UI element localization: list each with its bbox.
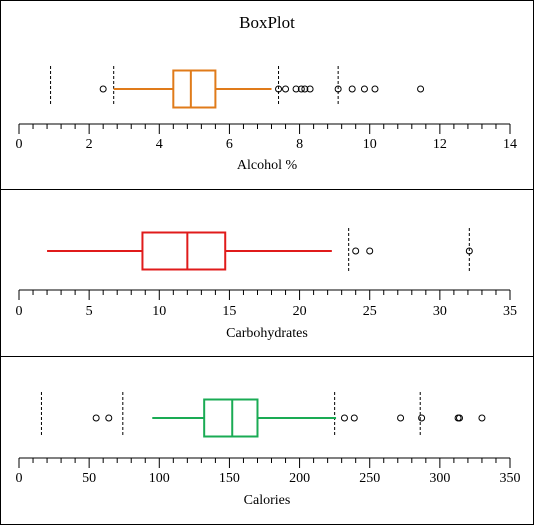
x-tick-label: 25 (363, 304, 377, 319)
x-tick-label: 0 (16, 471, 23, 486)
outlier-point (348, 85, 356, 93)
x-tick-label: 8 (296, 137, 303, 152)
outlier-point (105, 414, 113, 422)
outlier-point (275, 85, 283, 93)
x-tick-label: 20 (293, 304, 307, 319)
x-tick-label: 14 (503, 137, 517, 152)
x-tick-label: 12 (433, 137, 447, 152)
outlier-point (282, 85, 290, 93)
x-tick-label: 50 (82, 471, 96, 486)
outlier-point (397, 414, 405, 422)
x-axis-label: Alcohol % (237, 158, 298, 173)
outlier-point (418, 414, 426, 422)
outlier-point (417, 85, 425, 93)
outlier-point (465, 247, 473, 255)
outlier-point (99, 85, 107, 93)
panel-calories: 0 50 100 150 200 250 300 350 Calories (16, 392, 521, 508)
panel-carbohydrates: 0 5 10 15 20 25 30 35 Carbohydrates (16, 228, 517, 341)
x-tick-label: 200 (289, 471, 310, 486)
x-tick-label: 100 (149, 471, 170, 486)
outlier-point (360, 85, 368, 93)
x-tick-label: 15 (222, 304, 236, 319)
outlier-point (92, 414, 100, 422)
outlier-point (352, 247, 360, 255)
x-tick-label: 0 (16, 304, 23, 319)
x-tick-label: 150 (219, 471, 240, 486)
chart-title: BoxPlot (239, 13, 295, 32)
x-tick-label: 0 (16, 137, 23, 152)
x-tick-label: 5 (86, 304, 93, 319)
x-tick-label: 10 (363, 137, 377, 152)
outlier-point (292, 85, 300, 93)
panel-alcohol: 0 2 4 6 8 10 12 14 Alcohol % (16, 66, 517, 173)
outlier-point (366, 247, 374, 255)
x-tick-label: 300 (429, 471, 450, 486)
outlier-point (455, 414, 463, 422)
outlier-point (478, 414, 486, 422)
outlier-point (306, 85, 314, 93)
outlier-point (350, 414, 358, 422)
iqr-box (203, 398, 259, 438)
outlier-point (297, 85, 305, 93)
outlier-point (301, 85, 309, 93)
outlier-point (371, 85, 379, 93)
x-tick-label: 30 (433, 304, 447, 319)
x-axis-label: Carbohydrates (226, 326, 308, 341)
x-tick-label: 250 (359, 471, 380, 486)
outlier-point (334, 85, 342, 93)
x-tick-label: 6 (226, 137, 233, 152)
x-tick-label: 35 (503, 304, 517, 319)
x-tick-label: 2 (86, 137, 93, 152)
x-tick-label: 350 (500, 471, 521, 486)
iqr-box (141, 231, 227, 271)
x-tick-label: 4 (156, 137, 163, 152)
outlier-point (340, 414, 348, 422)
x-tick-label: 10 (152, 304, 166, 319)
x-axis-label: Calories (244, 493, 291, 508)
iqr-box (172, 69, 217, 109)
